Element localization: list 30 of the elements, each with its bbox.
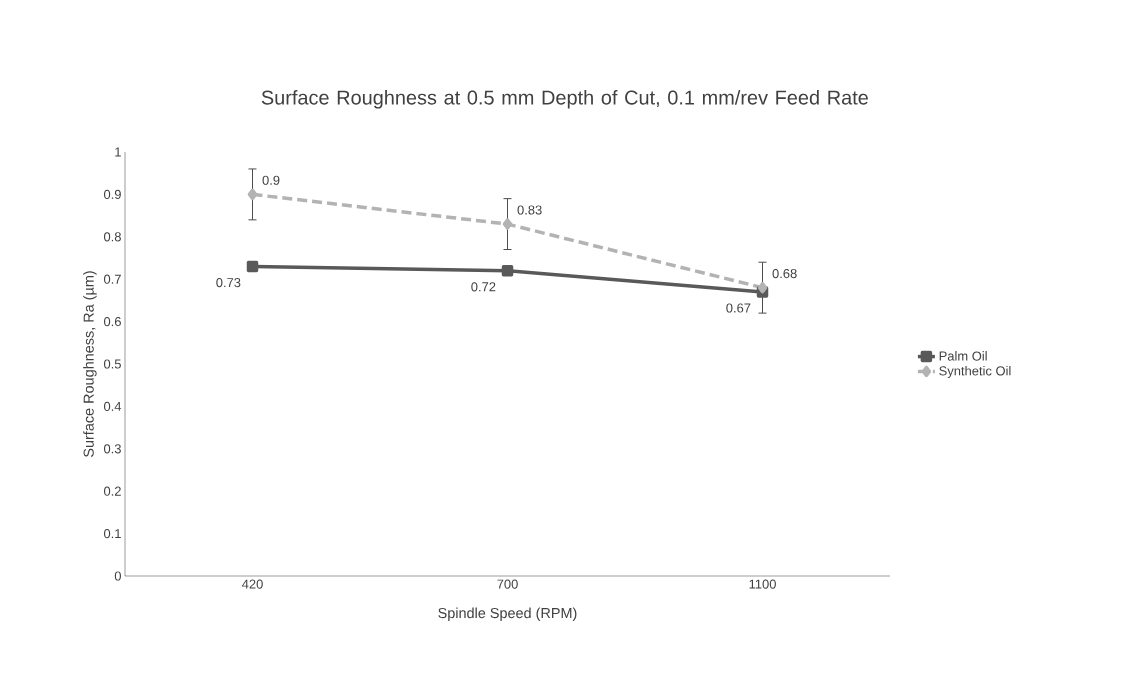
data-label: 0.72: [471, 282, 496, 292]
y-tick-label: 0: [114, 571, 121, 581]
point: [757, 281, 768, 294]
x-tick-label: 1100: [749, 579, 776, 589]
legend-label: Palm Oil: [939, 351, 987, 361]
legend-label: Synthetic Oil: [939, 365, 1011, 379]
y-tick-label: 0.4: [103, 401, 122, 411]
y-tick-label: 0.8: [103, 232, 121, 242]
y-tick-label: 0.3: [103, 444, 121, 454]
y-tick-label: 0.2: [103, 486, 121, 496]
chart-title: Surface Roughness at 0.5 mm Depth of Cut, 0.1 mm/rev Feed Rate: [261, 90, 868, 109]
y-tick-label: 1: [115, 147, 121, 157]
y-tick-label: 0.7: [103, 274, 121, 284]
y-tick-label: 0.5: [103, 359, 121, 369]
y-tick-label: 0.1: [103, 529, 121, 539]
y-tick-label: 0.6: [103, 317, 121, 327]
x-axis-title: Spindle Speed (RPM): [438, 607, 577, 621]
point: [247, 188, 258, 201]
y-axis-title: Surface Roughness, Ra (µm): [83, 271, 97, 458]
point: [502, 218, 513, 230]
data-label: 0.67: [726, 303, 751, 313]
data-label: 0.9: [262, 175, 280, 185]
point: [501, 264, 514, 277]
x-tick-label: 420: [241, 579, 263, 589]
data-label: 0.68: [772, 268, 797, 279]
data-label: 0.83: [517, 205, 542, 215]
x-tick-label: 700: [497, 579, 518, 589]
point: [246, 260, 259, 273]
y-tick-label: 0.9: [103, 189, 121, 199]
data-label: 0.73: [216, 277, 241, 288]
